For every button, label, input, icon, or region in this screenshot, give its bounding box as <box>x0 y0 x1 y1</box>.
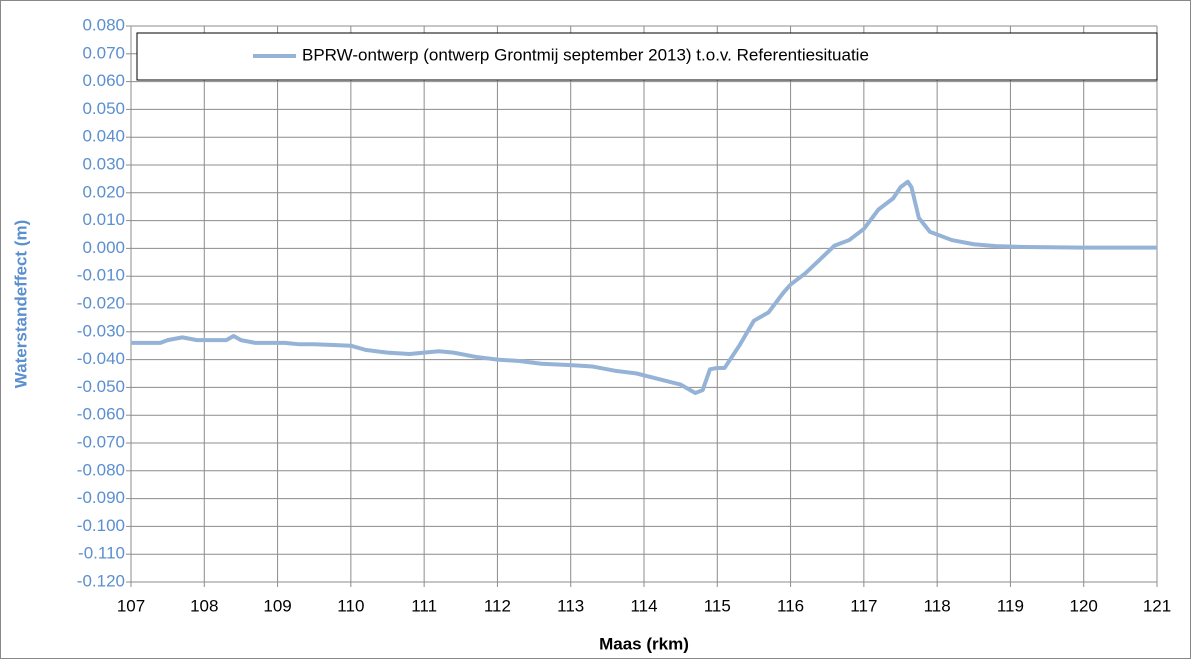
y-tick-label: 0.070 <box>82 43 125 62</box>
y-tick-label: -0.080 <box>77 460 125 479</box>
y-tick-label: 0.000 <box>82 238 125 257</box>
x-tick-label: 118 <box>924 596 951 615</box>
series-line <box>131 179 1157 395</box>
grid: 0.080 0.070 0.060 0.050 0.040 0.030 0.020 0.010… <box>77 15 1171 615</box>
legend-box <box>136 32 1158 81</box>
y-tick-label: -0.030 <box>77 321 125 340</box>
x-tick-label: 115 <box>704 596 731 615</box>
y-tick-label: -0.070 <box>77 432 125 451</box>
x-tick-label: 116 <box>777 596 804 615</box>
series-layer <box>131 179 1157 395</box>
x-tick-label: 109 <box>263 596 291 615</box>
y-tick-label: 0.020 <box>82 182 125 201</box>
x-tick-label: 113 <box>557 596 584 615</box>
x-tick-label: 112 <box>484 596 511 615</box>
x-tick-label: 114 <box>630 596 657 615</box>
y-tick-label: -0.060 <box>77 405 125 424</box>
legend-label: BPRW-ontwerp (ontwerp Grontmij september… <box>302 45 869 64</box>
y-tick-label: -0.050 <box>77 377 125 396</box>
y-tick-label: -0.020 <box>77 293 125 312</box>
y-tick-label: 0.060 <box>82 71 125 90</box>
x-tick-label: 107 <box>117 596 145 615</box>
x-tick-label: 108 <box>190 596 218 615</box>
y-tick-label: 0.030 <box>82 154 125 173</box>
x-tick-label: 110 <box>337 596 364 615</box>
x-tick-label: 121 <box>1143 596 1171 615</box>
y-tick-label: -0.090 <box>77 488 125 507</box>
y-tick-label: 0.010 <box>82 210 125 229</box>
y-tick-label: 0.040 <box>82 127 125 146</box>
legend: BPRW-ontwerp (ontwerp Grontmij september… <box>253 45 869 64</box>
y-tick-label: 0.050 <box>82 99 125 118</box>
x-tick-label: 111 <box>411 596 437 615</box>
y-tick-label: -0.040 <box>77 349 125 368</box>
y-tick-label: -0.010 <box>77 266 125 285</box>
x-tick-label: 117 <box>850 596 877 615</box>
x-axis-label: Maas (rkm) <box>599 634 689 653</box>
x-tick-label: 120 <box>1070 596 1098 615</box>
y-axis-label: Waterstandeffect (m) <box>11 220 30 388</box>
y-tick-label: -0.120 <box>77 571 125 590</box>
y-tick-label: -0.110 <box>78 544 125 563</box>
y-tick-label: -0.100 <box>77 516 125 535</box>
y-tick-label: 0.080 <box>82 15 125 34</box>
x-tick-label: 119 <box>997 596 1024 615</box>
